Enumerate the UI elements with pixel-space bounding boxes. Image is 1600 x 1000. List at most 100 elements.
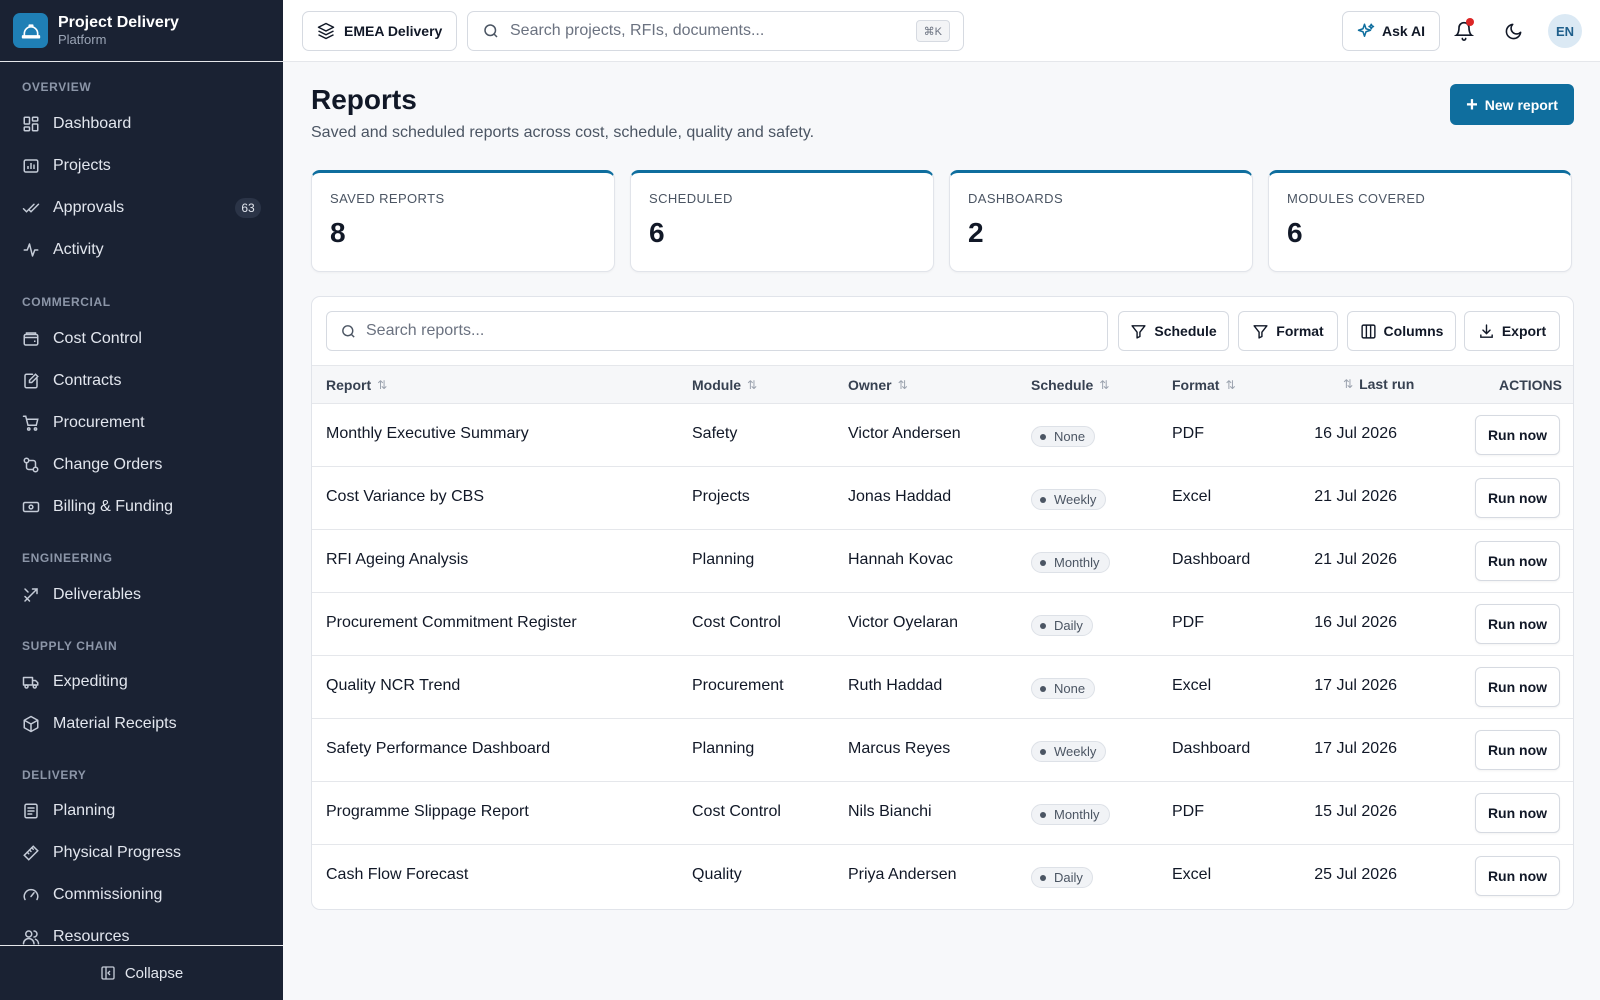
report-name-cell[interactable]: RFI Ageing Analysis: [326, 551, 468, 569]
sort-icon: ⇅: [1343, 377, 1353, 391]
sort-icon: ⇅: [898, 378, 908, 392]
ask-ai-label: Ask AI: [1382, 23, 1425, 39]
schedule-badge-label: Monthly: [1054, 807, 1100, 822]
format-filter-button[interactable]: Format: [1238, 311, 1338, 351]
format-filter-label: Format: [1276, 323, 1323, 339]
collapse-sidebar-button[interactable]: Collapse: [0, 945, 283, 1000]
sidebar-item-cost-control[interactable]: Cost Control: [0, 321, 283, 357]
report-name-cell[interactable]: Cash Flow Forecast: [326, 866, 468, 884]
sidebar-item-contracts[interactable]: Contracts: [0, 363, 283, 399]
sidebar-item-label: Material Receipts: [53, 715, 177, 733]
collapse-icon: [100, 965, 116, 981]
table-row[interactable]: Cost Variance by CBS Projects Jonas Haddad…: [312, 467, 1573, 530]
activity-icon: [22, 241, 40, 259]
column-header-label: Format: [1172, 377, 1219, 393]
sidebar-item-expediting[interactable]: Expediting: [0, 664, 283, 700]
status-dot-icon: [1040, 560, 1046, 566]
section-label-supply-chain: SUPPLY CHAIN: [22, 639, 117, 653]
module-cell: Procurement: [692, 677, 784, 695]
theme-toggle-button[interactable]: [1498, 16, 1528, 46]
schedule-filter-button[interactable]: Schedule: [1118, 311, 1229, 351]
column-header-label: Schedule: [1031, 377, 1093, 393]
sidebar-item-approvals[interactable]: Approvals 63: [0, 190, 283, 226]
table-row[interactable]: Procurement Commitment Register Cost Cont…: [312, 593, 1573, 656]
column-header-schedule[interactable]: Schedule ⇅: [1031, 377, 1109, 393]
format-cell: Excel: [1172, 866, 1211, 884]
run-now-button[interactable]: Run now: [1475, 541, 1560, 581]
report-name-cell[interactable]: Cost Variance by CBS: [326, 488, 484, 506]
report-name-cell[interactable]: Programme Slippage Report: [326, 803, 529, 821]
table-row[interactable]: Cash Flow Forecast Quality Priya Andersen D…: [312, 845, 1573, 908]
column-header-label: ACTIONS: [1499, 377, 1562, 393]
column-header-format[interactable]: Format ⇅: [1172, 377, 1236, 393]
owner-cell: Hannah Kovac: [848, 551, 953, 569]
sidebar-item-change-orders[interactable]: Change Orders: [0, 447, 283, 483]
sidebar-item-dashboard[interactable]: Dashboard: [0, 106, 283, 142]
sidebar-item-resources[interactable]: Resources: [0, 919, 283, 945]
billing-icon: [22, 498, 40, 516]
run-now-button[interactable]: Run now: [1475, 478, 1560, 518]
sidebar-item-material-receipts[interactable]: Material Receipts: [0, 706, 283, 742]
new-report-button[interactable]: + New report: [1450, 84, 1574, 125]
table-row[interactable]: Safety Performance Dashboard Planning Marc…: [312, 719, 1573, 782]
search-shortcut-hint: ⌘K: [916, 20, 950, 42]
sidebar-item-commissioning[interactable]: Commissioning: [0, 877, 283, 913]
user-avatar[interactable]: EN: [1548, 14, 1582, 48]
column-header-last-run[interactable]: ⇅ Last run: [1343, 376, 1414, 392]
table-row[interactable]: Quality NCR Trend Procurement Ruth Haddad N…: [312, 656, 1573, 719]
sidebar-item-activity[interactable]: Activity: [0, 232, 283, 268]
cost-control-icon: [22, 330, 40, 348]
sidebar-item-physical-progress[interactable]: Physical Progress: [0, 835, 283, 871]
search-icon: [340, 323, 357, 340]
column-header-owner[interactable]: Owner ⇅: [848, 377, 908, 393]
sidebar-item-billing-funding[interactable]: Billing & Funding: [0, 489, 283, 525]
report-name-cell[interactable]: Procurement Commitment Register: [326, 614, 577, 632]
ask-ai-button[interactable]: Ask AI: [1342, 11, 1440, 51]
stat-label: SAVED REPORTS: [330, 191, 445, 206]
column-header-label: Owner: [848, 377, 892, 393]
report-name-cell[interactable]: Safety Performance Dashboard: [326, 740, 550, 758]
format-cell: PDF: [1172, 614, 1204, 632]
brand[interactable]: Project Delivery Platform: [0, 0, 283, 62]
sidebar-item-projects[interactable]: Projects: [0, 148, 283, 184]
projects-icon: [22, 157, 40, 175]
run-now-button[interactable]: Run now: [1475, 793, 1560, 833]
column-header-module[interactable]: Module ⇅: [692, 377, 757, 393]
schedule-badge: None: [1031, 678, 1095, 699]
run-now-button[interactable]: Run now: [1475, 730, 1560, 770]
report-name-cell[interactable]: Quality NCR Trend: [326, 677, 460, 695]
run-now-button[interactable]: Run now: [1475, 667, 1560, 707]
global-search-input[interactable]: [510, 22, 890, 40]
status-dot-icon: [1040, 749, 1046, 755]
global-search[interactable]: ⌘K: [467, 11, 964, 51]
module-cell: Planning: [692, 551, 754, 569]
columns-button[interactable]: Columns: [1347, 311, 1456, 351]
sidebar-item-procurement[interactable]: Procurement: [0, 405, 283, 441]
workspace-switcher-button[interactable]: EMEA Delivery: [302, 11, 457, 51]
column-header-label: Report: [326, 377, 371, 393]
report-search-input[interactable]: [366, 322, 1066, 340]
table-row[interactable]: Programme Slippage Report Cost Control Nil…: [312, 782, 1573, 845]
schedule-badge: Monthly: [1031, 804, 1110, 825]
search-icon: [482, 22, 500, 40]
last-run-cell: 25 Jul 2026: [1277, 866, 1397, 884]
table-row[interactable]: Monthly Executive Summary Safety Victor An…: [312, 404, 1573, 467]
report-search[interactable]: [326, 311, 1108, 351]
notifications-button[interactable]: [1449, 16, 1479, 46]
run-now-button[interactable]: Run now: [1475, 604, 1560, 644]
last-run-cell: 21 Jul 2026: [1277, 488, 1397, 506]
table-row[interactable]: RFI Ageing Analysis Planning Hannah Kovac M…: [312, 530, 1573, 593]
sidebar-item-deliverables[interactable]: Deliverables: [0, 577, 283, 613]
status-dot-icon: [1040, 686, 1046, 692]
sidebar-item-label: Procurement: [53, 414, 145, 432]
dashboard-icon: [22, 115, 40, 133]
export-button[interactable]: Export: [1464, 311, 1560, 351]
run-now-button[interactable]: Run now: [1475, 856, 1560, 896]
sidebar-item-label: Billing & Funding: [53, 498, 173, 516]
section-label-engineering: ENGINEERING: [22, 551, 113, 565]
page-subtitle: Saved and scheduled reports across cost,…: [311, 124, 814, 142]
sidebar-item-planning[interactable]: Planning: [0, 793, 283, 829]
report-name-cell[interactable]: Monthly Executive Summary: [326, 425, 529, 443]
column-header-report[interactable]: Report ⇅: [326, 377, 387, 393]
run-now-button[interactable]: Run now: [1475, 415, 1560, 455]
